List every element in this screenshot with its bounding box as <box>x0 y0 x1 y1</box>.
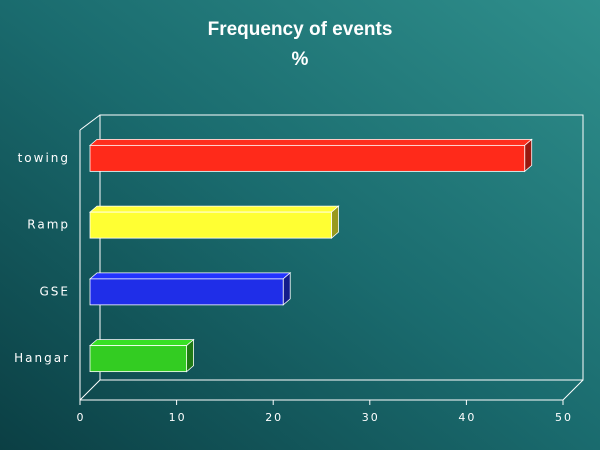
bar <box>89 278 284 306</box>
x-tick-label: 30 <box>362 411 380 424</box>
bar <box>89 345 187 373</box>
bar-top <box>88 339 195 347</box>
x-tick-label: 40 <box>458 411 476 424</box>
y-tick-label: Hangar <box>14 351 70 365</box>
bar-top <box>88 138 533 146</box>
x-tick-label: 10 <box>169 411 187 424</box>
bar-top <box>88 272 292 280</box>
y-tick-label: Ramp <box>27 218 70 232</box>
x-tick-label: 20 <box>265 411 283 424</box>
bar-top <box>88 205 340 213</box>
chart-subtitle: % <box>292 49 309 70</box>
bar <box>89 144 526 172</box>
x-tick-label: 50 <box>555 411 573 424</box>
bar-side <box>331 205 339 239</box>
y-tick-label: GSE <box>40 284 71 298</box>
bar-side <box>186 338 195 373</box>
x-tick-label: 0 <box>77 411 86 424</box>
y-tick-label: towing <box>18 151 70 165</box>
bar-side <box>282 272 291 306</box>
bar <box>89 211 332 239</box>
chart-title: Frequency of events <box>208 19 393 40</box>
bar-side <box>524 138 533 173</box>
plot-frame <box>79 114 584 401</box>
